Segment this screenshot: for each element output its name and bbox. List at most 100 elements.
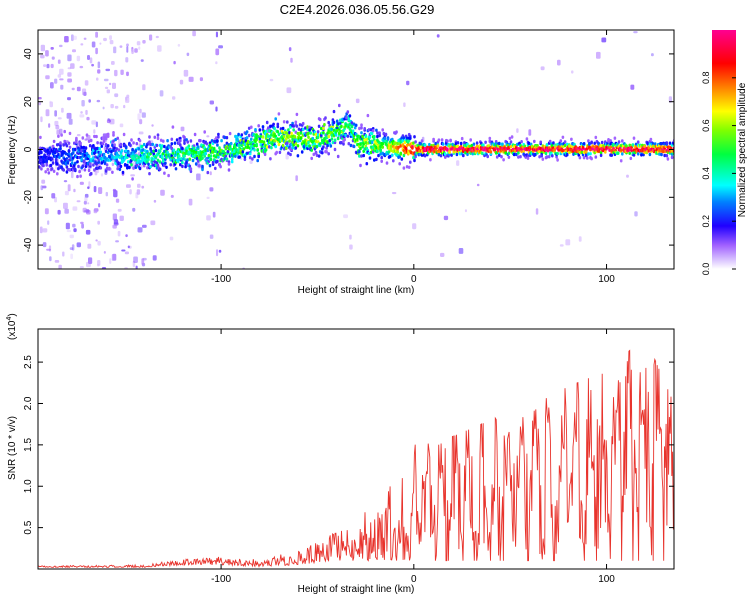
spectrogram-ridge-cell bbox=[261, 135, 265, 139]
spectrogram-noise-cell bbox=[49, 100, 52, 104]
spectrogram-ridge-cell bbox=[253, 148, 256, 152]
spectrogram-ridge-cell bbox=[126, 163, 129, 168]
spectrogram-ridge-cell bbox=[358, 154, 361, 158]
colorbar: 0.0 0.2 0.4 0.6 0.8 Normalized spectral ampl… bbox=[701, 30, 748, 275]
spectrogram-ridge-cell bbox=[269, 124, 272, 128]
spectrogram-ridge-cell bbox=[133, 157, 136, 161]
spectrogram-ridge-cell bbox=[399, 151, 403, 155]
spectrogram-ridge-cell bbox=[383, 136, 387, 141]
spectrogram-ridge-cell bbox=[67, 149, 71, 153]
spectrogram-ridge-cell bbox=[330, 137, 334, 141]
spectrogram-ridge-cell bbox=[333, 147, 337, 152]
spectrogram-ridge-cell bbox=[370, 131, 374, 136]
spectrogram-ridge-cell bbox=[247, 126, 251, 130]
spectrogram-ridge-cell bbox=[63, 129, 66, 134]
spectrogram-ridge-cell bbox=[223, 135, 227, 140]
spectrogram-ridge-cell bbox=[201, 167, 204, 172]
spectrogram-ridge-cell bbox=[78, 169, 81, 174]
spectrogram-noise-cell bbox=[103, 37, 107, 42]
spectrogram-ridge-cell bbox=[513, 149, 517, 153]
spectrogram-ridge-cell bbox=[446, 148, 449, 152]
spectrogram-ridge-cell bbox=[322, 131, 325, 135]
spectrogram-ridge-cell bbox=[367, 128, 371, 132]
spectrogram-noise-cell bbox=[571, 70, 574, 74]
spectrogram-ridge-cell bbox=[238, 143, 241, 147]
spectrogram-noise-cell bbox=[172, 96, 176, 100]
spectrogram-ridge-cell bbox=[335, 128, 339, 133]
spectrogram-ridge-cell bbox=[93, 134, 96, 139]
spectrogram-ridge-cell bbox=[124, 149, 128, 153]
spectrogram-ridge-cell bbox=[539, 140, 542, 144]
spectrogram-ridge-cell bbox=[292, 143, 295, 147]
spectrogram-noise-cell bbox=[99, 42, 102, 45]
spectrogram-ridge-cell bbox=[81, 164, 85, 168]
spectrogram-ridge-cell bbox=[340, 141, 343, 145]
spectrogram-noise-cell bbox=[206, 135, 210, 138]
spectrogram-ridge-cell bbox=[272, 122, 275, 126]
spectrogram-ridge-cell bbox=[327, 120, 330, 125]
spectrogram-noise-cell bbox=[96, 77, 99, 81]
spectrogram-ridge-cell bbox=[330, 127, 334, 131]
spectrogram-ridge-cell bbox=[653, 142, 657, 146]
spectrogram-noise-cell bbox=[179, 79, 184, 85]
spectrogram-ridge-cell bbox=[271, 142, 274, 147]
spectrogram-noise-cell bbox=[209, 100, 214, 105]
spectrogram-ridge-cell bbox=[141, 148, 145, 152]
spectrogram-noise-cell bbox=[45, 75, 50, 80]
spectrogram-noise-cell bbox=[578, 236, 582, 242]
spectrogram-noise-cell bbox=[62, 251, 65, 257]
colorbar-tick-label: 0.8 bbox=[701, 72, 711, 85]
spectrogram-noise-cell bbox=[102, 106, 105, 110]
spectrogram-noise-cell bbox=[212, 211, 216, 218]
spectrogram-noise-cell bbox=[113, 46, 117, 54]
spectrogram-ridge-cell bbox=[440, 138, 444, 142]
spectrogram-noise-cell bbox=[42, 185, 47, 189]
colorbar-axes: 0.0 0.2 0.4 0.6 0.8 bbox=[701, 72, 736, 275]
spectrogram-ridge-cell bbox=[346, 134, 350, 138]
spectrogram-ridge-cell bbox=[127, 151, 130, 155]
spectrogram-ridge-cell bbox=[269, 157, 272, 161]
spectrogram-ridge-cell bbox=[451, 142, 454, 147]
spectrogram-ridge-cell bbox=[619, 148, 623, 152]
spectrogram-ridge-cell bbox=[428, 142, 431, 147]
spectrogram-ridge-cell bbox=[541, 157, 545, 161]
spectrogram-ridge-cell bbox=[245, 130, 249, 134]
spectrogram-ridge-cell bbox=[88, 162, 92, 166]
spectrogram-ridge-cell bbox=[294, 130, 298, 134]
spectrogram-ridge-cell bbox=[71, 156, 75, 160]
spectrogram-noise-cell bbox=[59, 44, 63, 48]
spectrogram-ridge-cell bbox=[327, 134, 330, 139]
spectrogram-ridge-cell bbox=[369, 150, 373, 155]
spectrogram-noise-cell bbox=[216, 249, 219, 257]
spectrogram-noise-cell bbox=[84, 80, 89, 86]
spectrogram-ridge-cell bbox=[113, 156, 116, 160]
spectrogram-ridge-cell bbox=[594, 135, 598, 140]
spectrogram-ridge-cell bbox=[154, 148, 158, 153]
spectrogram-noise-cell bbox=[58, 264, 62, 269]
spectrogram-ridge-cell bbox=[299, 131, 303, 135]
spectrogram-noise-cell bbox=[209, 171, 212, 176]
snr-axes: -100 0 100 0.5 1.0 1.5 2.0 2.5 bbox=[23, 329, 674, 585]
spectrogram-noise-cell bbox=[192, 30, 196, 37]
spectrogram-ridge-cell bbox=[670, 155, 674, 160]
spectrogram-ridge-cell bbox=[373, 134, 376, 139]
spectrogram-ridge-cell bbox=[455, 152, 459, 157]
spectrogram-ridge-cell bbox=[423, 154, 427, 158]
spectrogram-ridge-cell bbox=[92, 159, 95, 163]
spectrogram-ridge-cell bbox=[470, 143, 474, 148]
spectrogram-ridge-cell bbox=[399, 144, 403, 148]
spectrogram-ridge-cell bbox=[117, 148, 121, 152]
spectrogram-noise-cell bbox=[215, 106, 218, 112]
spectrogram-ridge-cell bbox=[643, 144, 646, 149]
spectrogram-ridge-cell bbox=[181, 146, 184, 151]
spectrogram-ridge-cell bbox=[407, 165, 411, 169]
spectrogram-noise-cell bbox=[89, 57, 93, 64]
spectrogram-ridge-cell bbox=[99, 150, 103, 154]
spectrogram-ridge-cell bbox=[139, 159, 143, 163]
spectrogram-noise-cell bbox=[80, 221, 84, 224]
spectrogram-noise-cell bbox=[153, 199, 157, 203]
spectrogram-ridge-cell bbox=[80, 146, 83, 150]
snr-ytick-label: 2.0 bbox=[23, 396, 34, 410]
spectrogram-noise-cell bbox=[343, 214, 348, 219]
spectrogram-ridge-cell bbox=[241, 150, 245, 154]
